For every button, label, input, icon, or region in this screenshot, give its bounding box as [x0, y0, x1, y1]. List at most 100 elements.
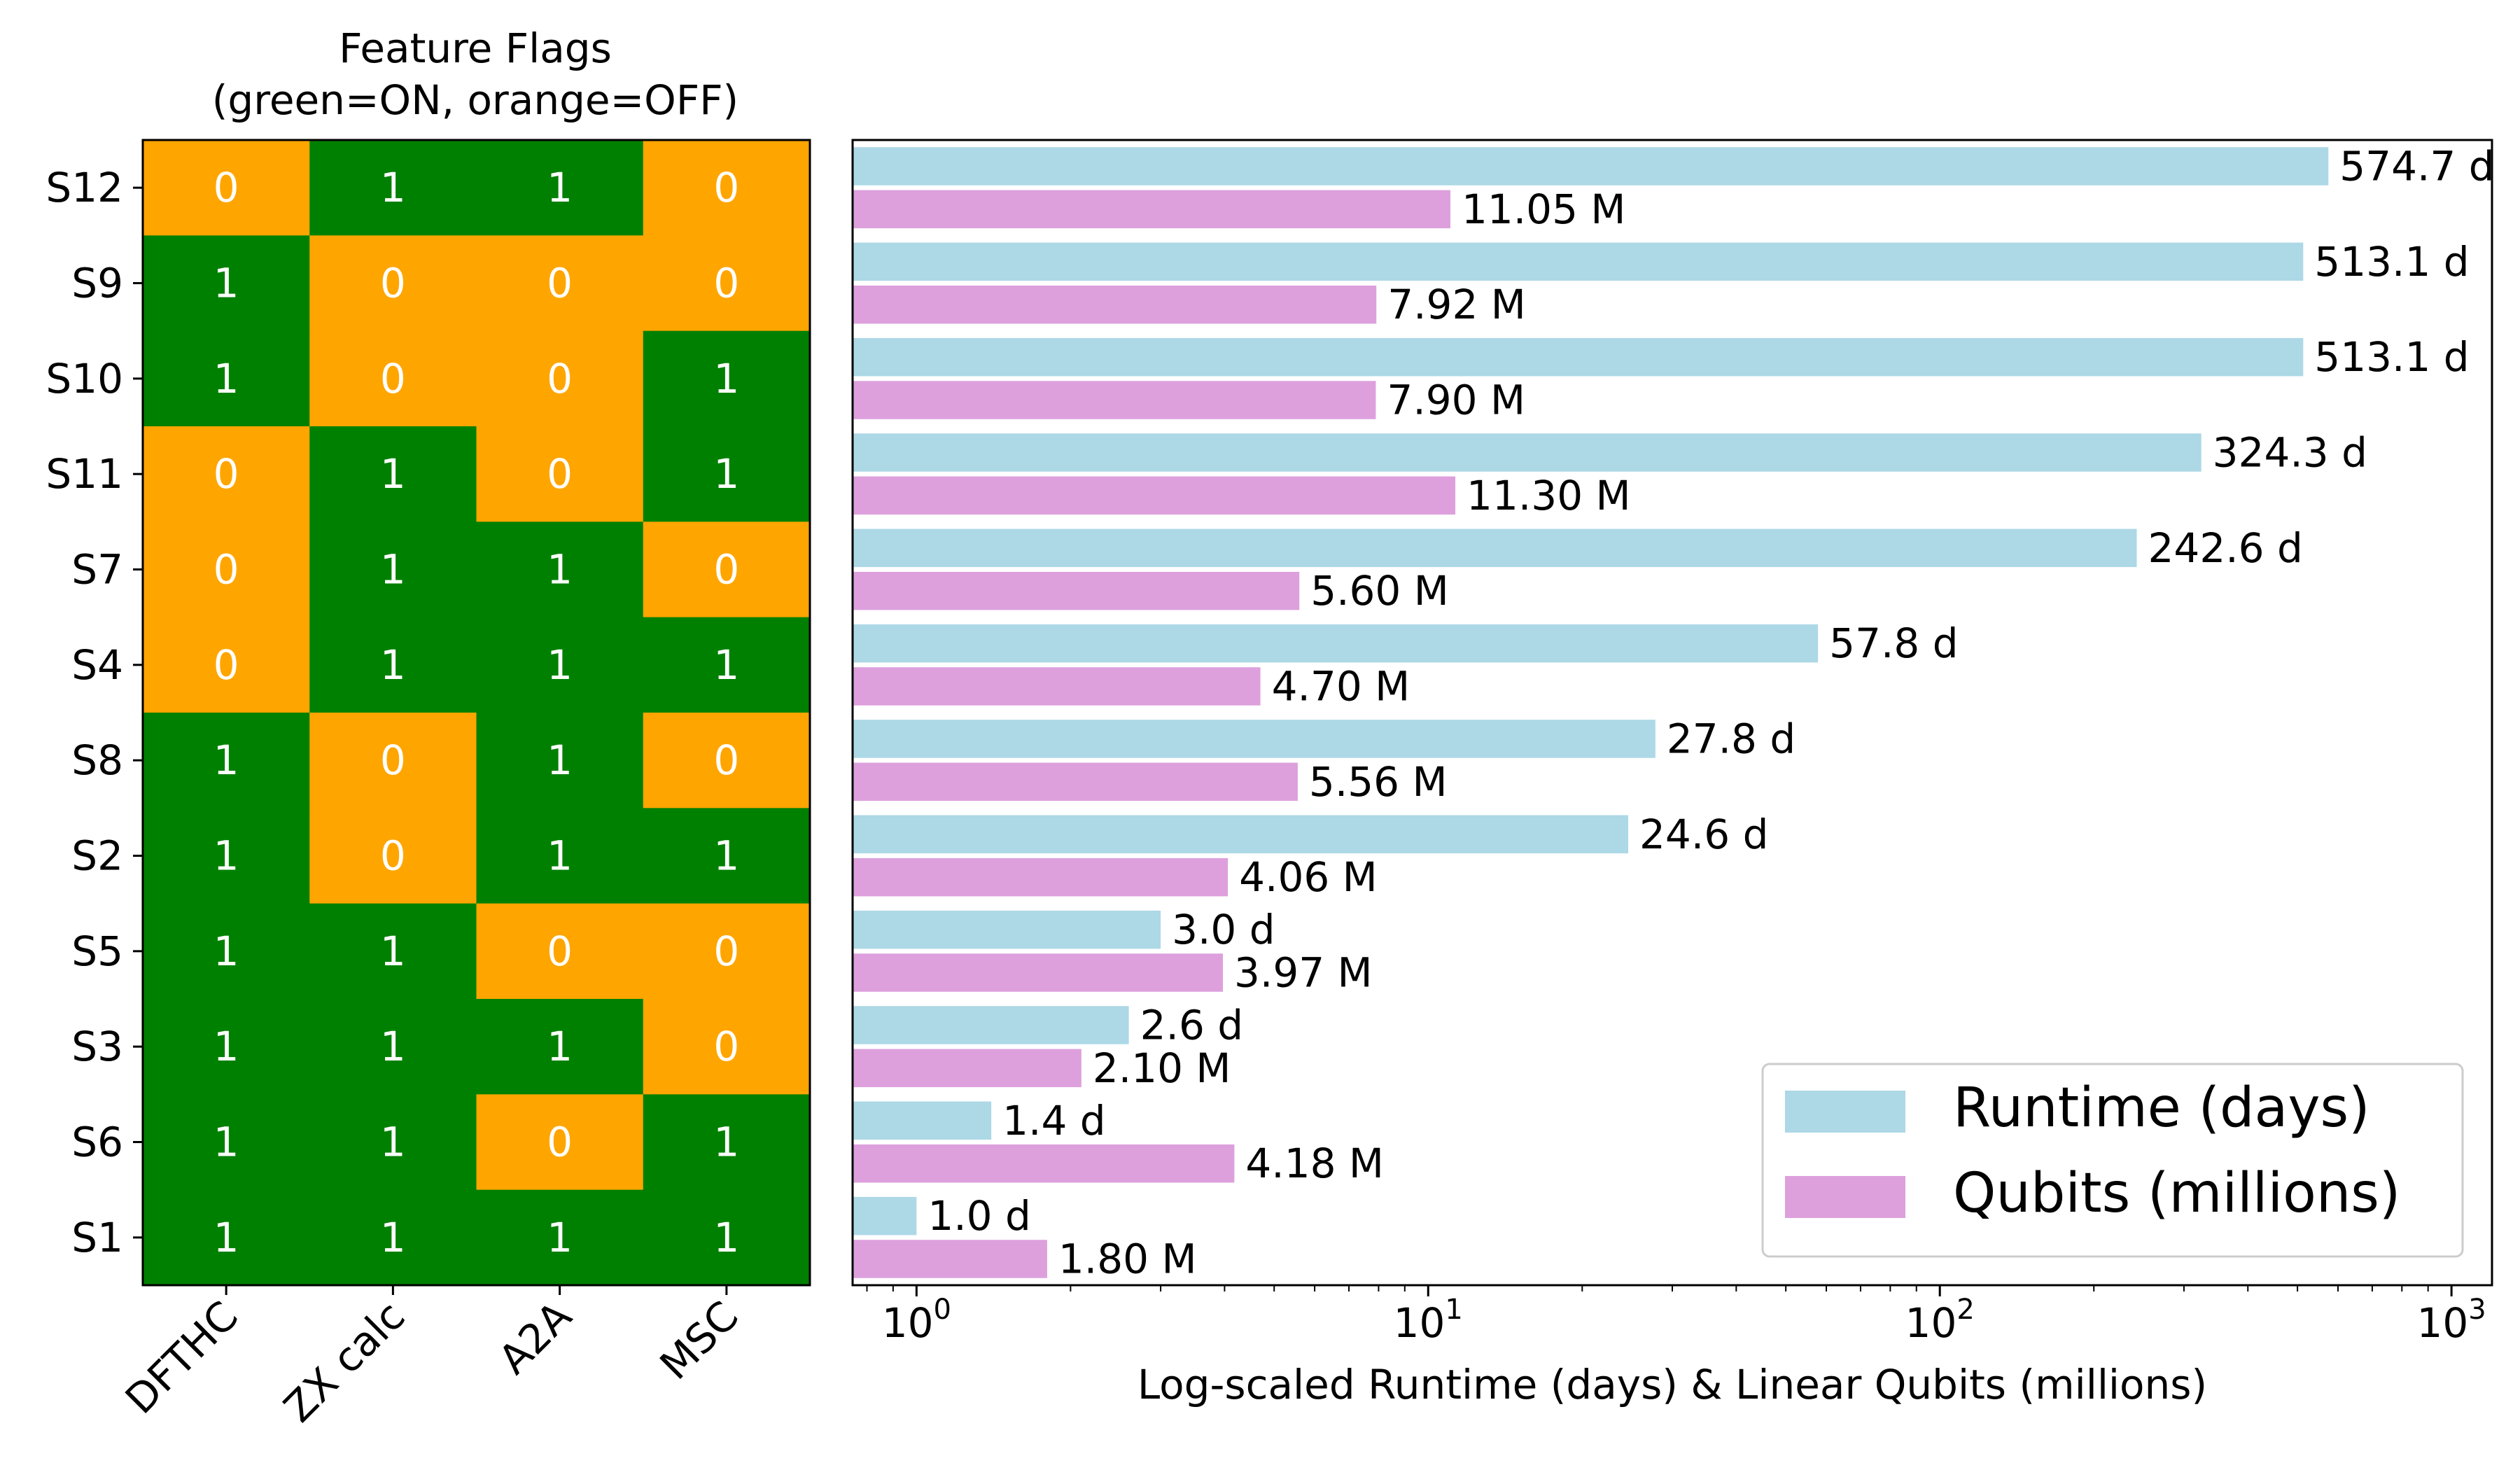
- bar-label-qubits: 3.97 M: [1234, 949, 1373, 997]
- heatmap-cell-value: 1: [380, 641, 406, 689]
- bar-qubits-S1: [853, 1240, 1047, 1278]
- heatmap-y-tick-label: S10: [46, 355, 123, 402]
- bar-x-ticks: 100 101 102 103: [866, 1285, 2486, 1347]
- heatmap-cell-value: 1: [547, 641, 573, 689]
- heatmap-panel: Feature Flags (green=ON, orange=OFF) 0 1 1…: [46, 24, 811, 1432]
- bar-label-qubits: 5.60 M: [1310, 567, 1449, 615]
- heatmap-cell-S1-MSC: [643, 1189, 811, 1286]
- heatmap-y-tick-label: S8: [71, 736, 123, 784]
- heatmap-cell-S2-ZX-calc: [309, 808, 477, 904]
- heatmap-cell-value: 0: [713, 927, 739, 975]
- heatmap-cell-S3-DFTHC: [143, 999, 310, 1095]
- heatmap-cell-value: 1: [380, 1214, 406, 1261]
- heatmap-cell-value: 1: [547, 1214, 573, 1261]
- heatmap-cell-value: 1: [713, 1119, 739, 1166]
- bar-qubits-S10: [853, 381, 1376, 419]
- heatmap-cell-S5-MSC: [643, 903, 811, 1000]
- heatmap-cell-value: 0: [713, 736, 739, 784]
- heatmap-cell-S5-ZX-calc: [309, 903, 477, 1000]
- heatmap-cell-S10-ZX-calc: [309, 330, 477, 427]
- heatmap-cell-S4-DFTHC: [143, 617, 310, 713]
- heatmap-cell-labels: 0 1 1 0 1 0 0 0 1 0 0 1 0 1 0 1 0 1 1 0 0 1 1 1 1 0 1 0 1 0 1 1 1 1 0 0 1 1 1 0…: [214, 164, 740, 1261]
- legend-swatch-qubits: [1785, 1176, 1905, 1218]
- heatmap-cell-value: 1: [380, 164, 406, 211]
- bar-x-tick-label: 100: [882, 1294, 951, 1347]
- heatmap-cell-S10-MSC: [643, 330, 811, 427]
- heatmap-cell-value: 0: [547, 355, 573, 402]
- bar-label-qubits: 11.05 M: [1462, 186, 1626, 233]
- heatmap-cell-value: 1: [214, 832, 239, 880]
- heatmap-cell-S8-DFTHC: [143, 713, 310, 808]
- heatmap-cell-S1-DFTHC: [143, 1189, 310, 1286]
- bar-label-runtime: 324.3 d: [2213, 428, 2367, 476]
- heatmap-cell-S11-A2A: [476, 426, 644, 522]
- heatmap-cell-value: 1: [547, 164, 573, 211]
- heatmap-cell-S2-DFTHC: [143, 808, 310, 904]
- heatmap-cell-S12-MSC: [643, 140, 811, 236]
- bar-label-qubits: 2.10 M: [1093, 1044, 1231, 1092]
- heatmap-cell-S7-MSC: [643, 522, 811, 618]
- legend-swatch-runtime: [1785, 1091, 1905, 1133]
- heatmap-cell-value: 1: [214, 736, 239, 784]
- heatmap-cell-S2-MSC: [643, 808, 811, 904]
- heatmap-title-line-1: Feature Flags: [339, 24, 612, 72]
- bar-label-qubits: 4.18 M: [1245, 1140, 1384, 1187]
- heatmap-y-tick-label: S9: [71, 260, 123, 307]
- heatmap-y-tick-label: S3: [71, 1023, 123, 1070]
- heatmap-y-tick-label: S2: [71, 832, 123, 880]
- bar-x-tick-label: 101: [1394, 1294, 1463, 1347]
- bar-label-runtime: 513.1 d: [2314, 238, 2469, 286]
- heatmap-cell-S6-DFTHC: [143, 1094, 310, 1191]
- heatmap-cell-S10-DFTHC: [143, 330, 310, 427]
- heatmap-cell-S9-A2A: [476, 235, 644, 332]
- bar-x-tick-label: 103: [2416, 1294, 2486, 1347]
- heatmap-y-tick-label: S5: [71, 927, 123, 975]
- heatmap-cell-S4-MSC: [643, 617, 811, 713]
- heatmap-cell-S11-DFTHC: [143, 426, 310, 522]
- bar-runtime-S6: [853, 1101, 992, 1140]
- heatmap-cell-value: 1: [214, 927, 239, 975]
- bar-runtime-S11: [853, 433, 2202, 472]
- heatmap-cell-S8-MSC: [643, 713, 811, 808]
- heatmap-cell-value: 1: [713, 355, 739, 402]
- bar-runtime-S8: [853, 720, 1656, 758]
- heatmap-cell-S6-ZX-calc: [309, 1094, 477, 1191]
- bar-qubits-S4: [853, 667, 1261, 706]
- heatmap-cell-value: 1: [214, 1214, 239, 1261]
- heatmap-cell-value: 0: [380, 832, 406, 880]
- heatmap-cell-value: 0: [547, 927, 573, 975]
- bar-label-qubits: 7.92 M: [1387, 281, 1526, 328]
- bar-x-tick-label: 102: [1905, 1294, 1975, 1347]
- heatmap-cell-value: 1: [214, 355, 239, 402]
- heatmap-cell-value: 1: [547, 832, 573, 880]
- bar-qubits-S11: [853, 476, 1456, 515]
- bar-runtime-S12: [853, 147, 2329, 186]
- bar-runtime-S2: [853, 815, 1629, 854]
- bar-runtime-S10: [853, 337, 2304, 377]
- heatmap-cell-value: 0: [214, 164, 239, 211]
- heatmap-cell-value: 1: [547, 546, 573, 594]
- heatmap-cell-S8-ZX-calc: [309, 713, 477, 808]
- heatmap-cell-S11-MSC: [643, 426, 811, 522]
- heatmap-cell-S11-ZX-calc: [309, 426, 477, 522]
- heatmap-cell-S7-A2A: [476, 522, 644, 618]
- legend: Runtime (days) Qubits (millions): [1761, 1063, 2464, 1258]
- heatmap-cell-value: 0: [547, 1119, 573, 1166]
- heatmap-cell-value: 1: [713, 450, 739, 498]
- heatmap-y-tick-label: S12: [46, 164, 123, 211]
- bar-qubits-S6: [853, 1144, 1235, 1183]
- bar-label-runtime: 24.6 d: [1639, 811, 1768, 858]
- heatmap-cell-value: 0: [713, 546, 739, 594]
- heatmap-cell-value: 1: [547, 1023, 573, 1070]
- legend-label-runtime: Runtime (days): [1953, 1077, 2370, 1140]
- heatmap-cell-S9-DFTHC: [143, 235, 310, 332]
- heatmap-y-tick-label: S11: [46, 450, 123, 498]
- heatmap-title-line-2: (green=ON, orange=OFF): [212, 76, 738, 124]
- heatmap-cell-value: 0: [214, 641, 239, 689]
- bar-qubits-S3: [853, 1049, 1082, 1088]
- heatmap-cell-value: 0: [547, 260, 573, 307]
- bar-label-runtime: 27.8 d: [1667, 715, 1795, 762]
- heatmap-cell-value: 0: [713, 1023, 739, 1070]
- heatmap-cell-value: 0: [380, 736, 406, 784]
- heatmap-cell-value: 1: [214, 1023, 239, 1070]
